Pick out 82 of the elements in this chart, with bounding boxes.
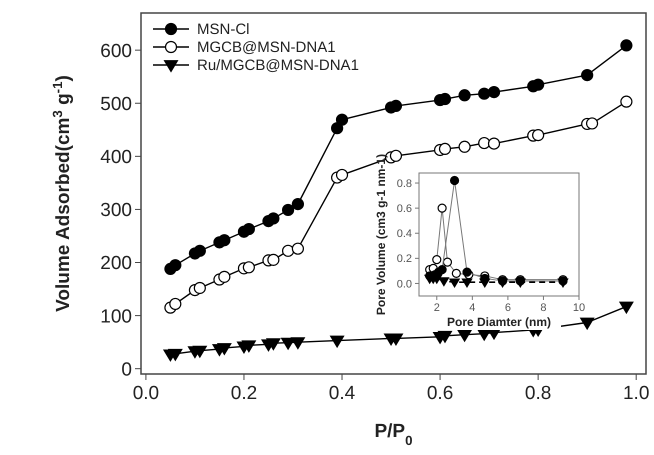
x-tick-label: 4 — [469, 302, 476, 314]
y-tick-label: 0.6 — [396, 202, 412, 215]
point — [462, 278, 472, 288]
point — [242, 222, 255, 236]
y-tick-label: 400 — [100, 146, 132, 168]
x-tick-label: 2 — [434, 302, 440, 314]
y-tick-label: 0.0 — [396, 278, 412, 290]
point — [390, 150, 402, 162]
legend-label: MGCB@MSN-DNA1 — [197, 39, 336, 56]
x-axis-title: Pore Diamter (nm) — [446, 315, 552, 329]
point — [479, 278, 490, 288]
point — [458, 89, 471, 102]
point — [282, 204, 294, 216]
point — [581, 69, 594, 82]
point — [194, 282, 206, 294]
point — [442, 258, 452, 267]
point — [438, 265, 447, 274]
point — [266, 338, 280, 350]
x-tick-label: 0.6 — [426, 383, 454, 404]
x-tick-label: 0.8 — [524, 383, 552, 404]
point — [438, 204, 447, 213]
point — [169, 259, 182, 272]
point — [282, 244, 294, 257]
point — [242, 340, 256, 352]
point — [330, 336, 344, 348]
point — [336, 168, 348, 182]
point — [458, 140, 471, 153]
point — [532, 78, 544, 91]
point — [432, 255, 442, 264]
y-tick-label: 100 — [100, 306, 132, 328]
y-tick-label: 0.8 — [396, 178, 412, 190]
x-tick-label: 0.4 — [328, 383, 356, 404]
point — [438, 142, 452, 156]
y-tick-label: 0.2 — [396, 253, 412, 266]
point — [267, 212, 280, 225]
point — [331, 122, 344, 134]
point — [292, 198, 304, 210]
x-tick-label: 0.0 — [132, 383, 160, 404]
point — [580, 318, 594, 330]
x-tick-label: 1.0 — [622, 383, 650, 404]
y-tick-label: 500 — [100, 94, 132, 115]
x-axis-title: P/P$_{0}$ — [374, 421, 413, 448]
y-tick-label: 600 — [100, 40, 132, 62]
point — [449, 278, 460, 288]
point — [292, 242, 304, 255]
point — [192, 346, 207, 358]
point — [619, 302, 634, 314]
point — [217, 343, 232, 356]
x-tick-label: 10 — [572, 302, 586, 314]
y-tick-label: 200 — [100, 253, 132, 274]
point — [462, 268, 472, 277]
point — [194, 244, 206, 257]
point — [336, 114, 348, 126]
point — [620, 39, 632, 52]
legend-label: Ru/MGCB@MSN-DNA1 — [197, 57, 359, 74]
point — [620, 96, 632, 108]
point — [267, 254, 280, 266]
point — [532, 129, 544, 142]
x-tick-label: 6 — [504, 302, 511, 314]
point — [290, 337, 305, 350]
y-tick-label: 0.4 — [396, 228, 412, 240]
point — [218, 270, 230, 283]
point — [218, 234, 230, 246]
point — [450, 176, 460, 186]
point — [478, 136, 490, 150]
point — [242, 261, 255, 274]
point — [586, 117, 598, 130]
point — [168, 348, 182, 361]
point — [438, 330, 452, 343]
point — [488, 86, 500, 98]
point — [438, 277, 450, 286]
point — [452, 268, 461, 278]
legend-label: MSN-Cl — [197, 21, 250, 38]
x-tick-label: 0.2 — [230, 383, 258, 404]
point — [488, 137, 500, 150]
y-tick-label: 0 — [121, 359, 132, 380]
point — [457, 330, 472, 342]
x-tick-label: 8 — [540, 302, 547, 314]
y-axis-title: Pore Volume (cm3 g-1 nm-1) — [374, 154, 388, 316]
point — [169, 298, 182, 310]
y-tick-label: 300 — [100, 200, 132, 222]
point — [478, 88, 490, 100]
